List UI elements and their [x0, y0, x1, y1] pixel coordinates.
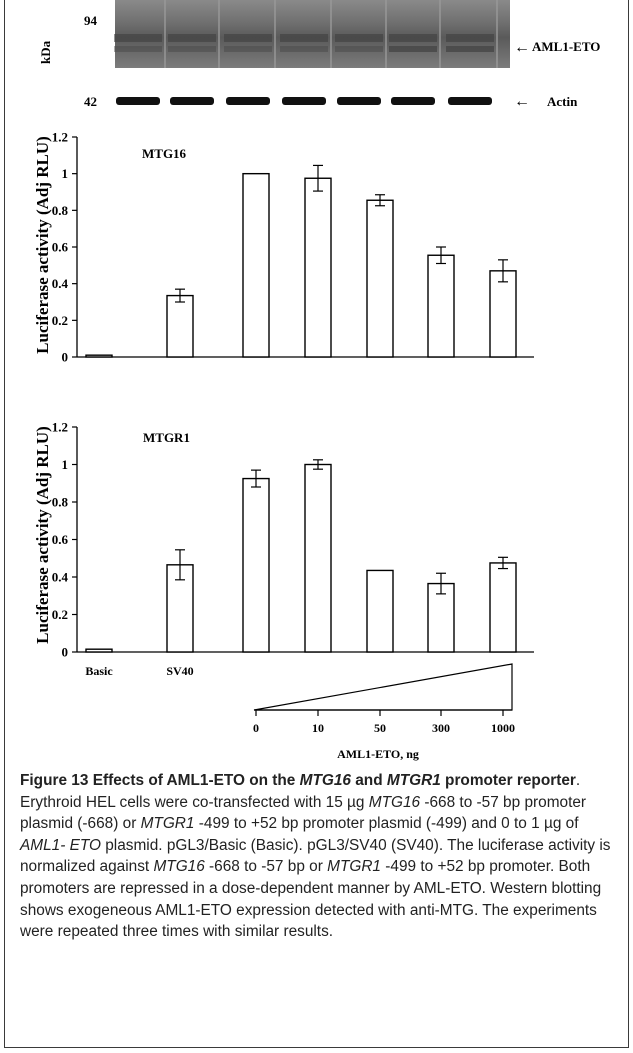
blot-lanes — [114, 0, 498, 68]
actin-band — [170, 97, 214, 105]
dose-tick-label: 0 — [253, 721, 259, 735]
marker-42: 42 — [84, 94, 97, 109]
actin-arrow-icon: ← — [514, 93, 530, 110]
bar-300 — [427, 254, 455, 358]
dose-axis-title: AML1-ETO, ng — [337, 747, 419, 761]
dose-ticks: 0 10 50 300 1000 — [253, 710, 515, 735]
kda-label: kDa — [38, 40, 53, 64]
figure-canvas: 94 42 kDa ← AML1-ETO ← Actin Luciferase … — [33, 0, 600, 761]
bar-50 — [366, 199, 394, 358]
y-tick-label: 1 — [62, 166, 69, 181]
bar-50 — [366, 569, 394, 653]
y-tick-label: 1 — [62, 457, 69, 472]
chart-mtgr1-ylabel: Luciferase activity (Adj RLU) — [33, 426, 52, 644]
chart-mtg16-ylabel: Luciferase activity (Adj RLU) — [33, 136, 52, 354]
bar-1000 — [489, 270, 517, 358]
aml1-eto-band-lower — [114, 46, 162, 52]
dose-tick-label: 300 — [432, 721, 450, 735]
y-tick-label: 1.2 — [52, 130, 68, 145]
aml1-eto-band — [446, 34, 494, 42]
marker-94: 94 — [84, 13, 98, 28]
aml1-eto-band — [114, 34, 162, 42]
chart-mtgr1-title: MTGR1 — [143, 430, 190, 445]
aml1-eto-band-lower — [168, 46, 216, 52]
figure-caption: Figure 13 Effects of AML1-ETO on the MTG… — [20, 770, 616, 943]
chart-mtg16-title: MTG16 — [142, 146, 187, 161]
caption-gene-e: MTGR1 — [327, 858, 381, 876]
actin-bands — [116, 97, 492, 105]
aml1-eto-band — [280, 34, 328, 42]
chart-mtgr1: Luciferase activity (Adj RLU) MTGR1 0 0.2… — [33, 420, 534, 660]
caption-title-3: promoter reporter — [440, 772, 576, 789]
aml1-eto-band — [168, 34, 216, 42]
y-tick-label: 0.4 — [52, 570, 69, 585]
y-tick-label: 0.8 — [52, 203, 69, 218]
aml1-eto-band-lower — [446, 46, 494, 52]
bar-0 — [242, 477, 270, 653]
western-blot: 94 42 kDa ← AML1-ETO ← Actin — [38, 0, 600, 110]
aml1-eto-band-lower — [389, 46, 437, 52]
x-axis-labels: Basic SV40 — [85, 664, 193, 678]
bar-1000 — [489, 562, 517, 653]
aml1-eto-band — [389, 34, 437, 42]
actin-band — [226, 97, 270, 105]
caption-title-gene2: MTGR1 — [386, 772, 441, 789]
caption-gene-b: MTGR1 — [140, 815, 195, 833]
actin-band — [337, 97, 381, 105]
y-tick-label: 0.4 — [52, 276, 69, 291]
bar-10 — [304, 177, 332, 358]
y-tick-label: 0.6 — [52, 532, 69, 547]
caption-body-5: -668 to -57 bp or — [204, 858, 328, 876]
y-tick-label: 1.2 — [52, 420, 68, 435]
dose-tick-label: 1000 — [491, 721, 515, 735]
dose-tick-label: 10 — [312, 721, 324, 735]
bar-300 — [427, 582, 455, 653]
aml1-eto-band — [224, 34, 272, 42]
figure-frame — [4, 0, 629, 1048]
aml1-eto-band-lower — [280, 46, 328, 52]
aml1-eto-arrow-icon: ← — [514, 39, 530, 56]
caption-gene-c: AML1- ETO — [20, 836, 101, 854]
caption-gene-d: MTG16 — [153, 858, 205, 876]
bar-Basic — [85, 354, 113, 358]
caption-body-2: -668 to -57 bp promoter plasmid (-668) o… — [20, 793, 587, 833]
y-tick-label: 0.2 — [52, 607, 68, 622]
aml1-eto-band-lower — [335, 46, 383, 52]
bar-SV40 — [166, 294, 194, 358]
actin-band — [391, 97, 435, 105]
caption-body-4: plasmid. pGL3/Basic (Basic). pGL3/SV40 (… — [20, 836, 611, 876]
dose-triangle — [253, 663, 513, 711]
dose-wedge: 0 10 50 300 1000 AML1-ETO, ng — [253, 663, 515, 761]
y-tick-label: 0 — [62, 645, 69, 660]
y-tick-label: 0 — [62, 350, 69, 365]
actin-band-label: Actin — [547, 94, 578, 109]
aml1-eto-band — [335, 34, 383, 42]
actin-band — [116, 97, 160, 105]
bar-0 — [242, 172, 270, 358]
x-label-basic: Basic — [85, 664, 113, 678]
caption-body-3: -499 to +52 bp promoter plasmid (-499) a… — [194, 815, 579, 833]
caption-body-6: -499 to +52 bp promoter. Both promoters … — [20, 858, 602, 941]
bar-10 — [304, 463, 332, 653]
x-label-sv40: SV40 — [166, 664, 193, 678]
chart-mtg16: Luciferase activity (Adj RLU) MTG16 0 0.2… — [33, 130, 534, 365]
y-tick-label: 0.2 — [52, 313, 68, 328]
y-tick-label: 0.6 — [52, 240, 69, 255]
aml1-eto-band-label: AML1-ETO — [532, 39, 600, 54]
caption-body-1: . Erythroid HEL cells were co-transfecte… — [20, 772, 581, 811]
caption-title-1: Effects of AML1-ETO on the — [92, 772, 300, 789]
caption-gene-a: MTG16 — [368, 793, 421, 811]
caption-title-gene1: MTG16 — [299, 772, 351, 789]
aml1-eto-band-lower — [224, 46, 272, 52]
y-tick-label: 0.8 — [52, 495, 69, 510]
bar-Basic — [85, 648, 113, 653]
caption-figure-label: Figure 13 — [20, 772, 89, 789]
dose-tick-label: 50 — [374, 721, 386, 735]
actin-band — [448, 97, 492, 105]
actin-band — [282, 97, 326, 105]
caption-title-2: and — [350, 772, 387, 789]
